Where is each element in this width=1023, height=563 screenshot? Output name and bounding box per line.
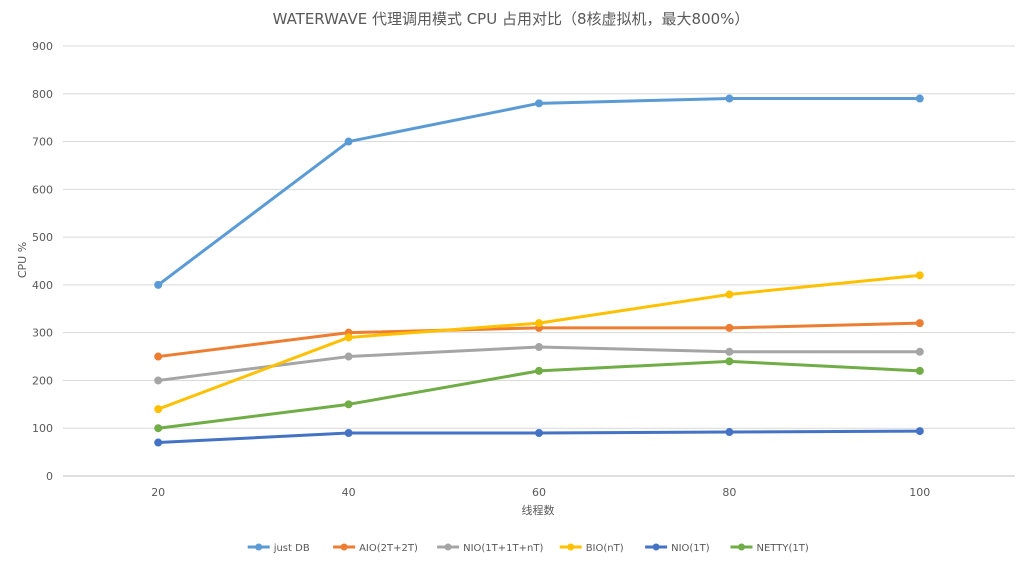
y-axis-label: CPU % <box>16 242 29 278</box>
data-point <box>154 376 163 385</box>
legend-swatch-marker <box>652 543 660 551</box>
y-tick-label: 900 <box>32 40 53 53</box>
data-point <box>915 94 924 103</box>
y-tick-label: 500 <box>32 231 53 244</box>
legend-label: NIO(1T) <box>671 543 710 554</box>
legend-label: BIO(nT) <box>586 543 624 554</box>
legend-label: AIO(2T+2T) <box>359 543 418 554</box>
y-tick-label: 600 <box>32 183 53 196</box>
legend-item[interactable]: NETTY(1T) <box>730 543 809 554</box>
data-point <box>915 271 924 280</box>
data-point <box>725 357 734 366</box>
data-point <box>344 400 353 409</box>
data-point <box>915 347 924 356</box>
x-tick-label: 100 <box>909 486 930 499</box>
series-just-db <box>154 94 924 289</box>
y-tick-label: 700 <box>32 136 53 149</box>
series-nio-1t-1t-nt <box>154 343 924 385</box>
data-point <box>535 99 543 108</box>
chart-title: WATERWAVE 代理调用模式 CPU 占用对比（8核虚拟机，最大800%） <box>273 10 750 28</box>
legend: just DB AIO(2T+2T) NIO(1T+1T+nT) BIO(nT) NIO… <box>247 543 809 554</box>
x-tick-label: 60 <box>532 486 546 499</box>
data-point <box>535 429 543 437</box>
legend-label: NIO(1T+1T+nT) <box>463 543 543 554</box>
data-point <box>915 319 924 328</box>
legend-label: just DB <box>273 543 310 554</box>
data-point <box>344 333 353 342</box>
data-point <box>535 343 543 351</box>
legend-swatch-marker <box>255 543 263 551</box>
data-point <box>154 280 163 289</box>
legend-item[interactable]: NIO(1T+1T+nT) <box>437 543 543 554</box>
data-point <box>725 94 734 103</box>
data-point <box>725 323 734 332</box>
legend-item[interactable]: BIO(nT) <box>559 543 624 554</box>
x-tick-label: 80 <box>722 486 736 499</box>
series-line <box>156 97 922 287</box>
data-point <box>535 319 543 328</box>
series-group <box>154 94 924 447</box>
data-point <box>915 427 924 436</box>
data-point <box>154 352 163 361</box>
legend-item[interactable]: just DB <box>247 543 310 554</box>
x-axis-ticks: 20 40 60 80 100 <box>151 486 930 499</box>
y-tick-label: 200 <box>32 374 53 387</box>
data-point <box>154 438 163 447</box>
y-tick-label: 0 <box>46 470 53 483</box>
gridlines <box>63 45 1015 477</box>
legend-swatch-marker <box>444 543 452 551</box>
y-axis-ticks: 0 100 200 300 400 500 600 700 800 900 <box>32 40 53 483</box>
data-point <box>154 405 163 414</box>
data-point <box>725 290 734 299</box>
x-tick-label: 20 <box>151 486 165 499</box>
series-bio-nt <box>154 271 924 414</box>
y-tick-label: 100 <box>32 422 53 435</box>
data-point <box>344 429 353 437</box>
legend-item[interactable]: AIO(2T+2T) <box>333 543 418 554</box>
data-point <box>344 137 353 146</box>
x-axis-label: 线程数 <box>522 503 555 517</box>
y-tick-label: 300 <box>32 327 53 340</box>
legend-label: NETTY(1T) <box>757 543 809 554</box>
data-point <box>725 347 734 356</box>
data-point <box>154 424 163 433</box>
data-point <box>535 366 543 375</box>
y-tick-label: 800 <box>32 88 53 101</box>
y-tick-label: 400 <box>32 279 53 292</box>
data-point <box>725 428 734 437</box>
data-point <box>915 366 924 375</box>
legend-item[interactable]: NIO(1T) <box>645 543 710 554</box>
legend-swatch-marker <box>738 543 745 551</box>
x-tick-label: 40 <box>342 486 356 499</box>
legend-swatch-marker <box>340 543 348 551</box>
data-point <box>344 352 353 361</box>
legend-swatch-marker <box>567 543 575 551</box>
series-nio-1t <box>154 427 924 447</box>
series-netty-1t <box>154 357 924 433</box>
